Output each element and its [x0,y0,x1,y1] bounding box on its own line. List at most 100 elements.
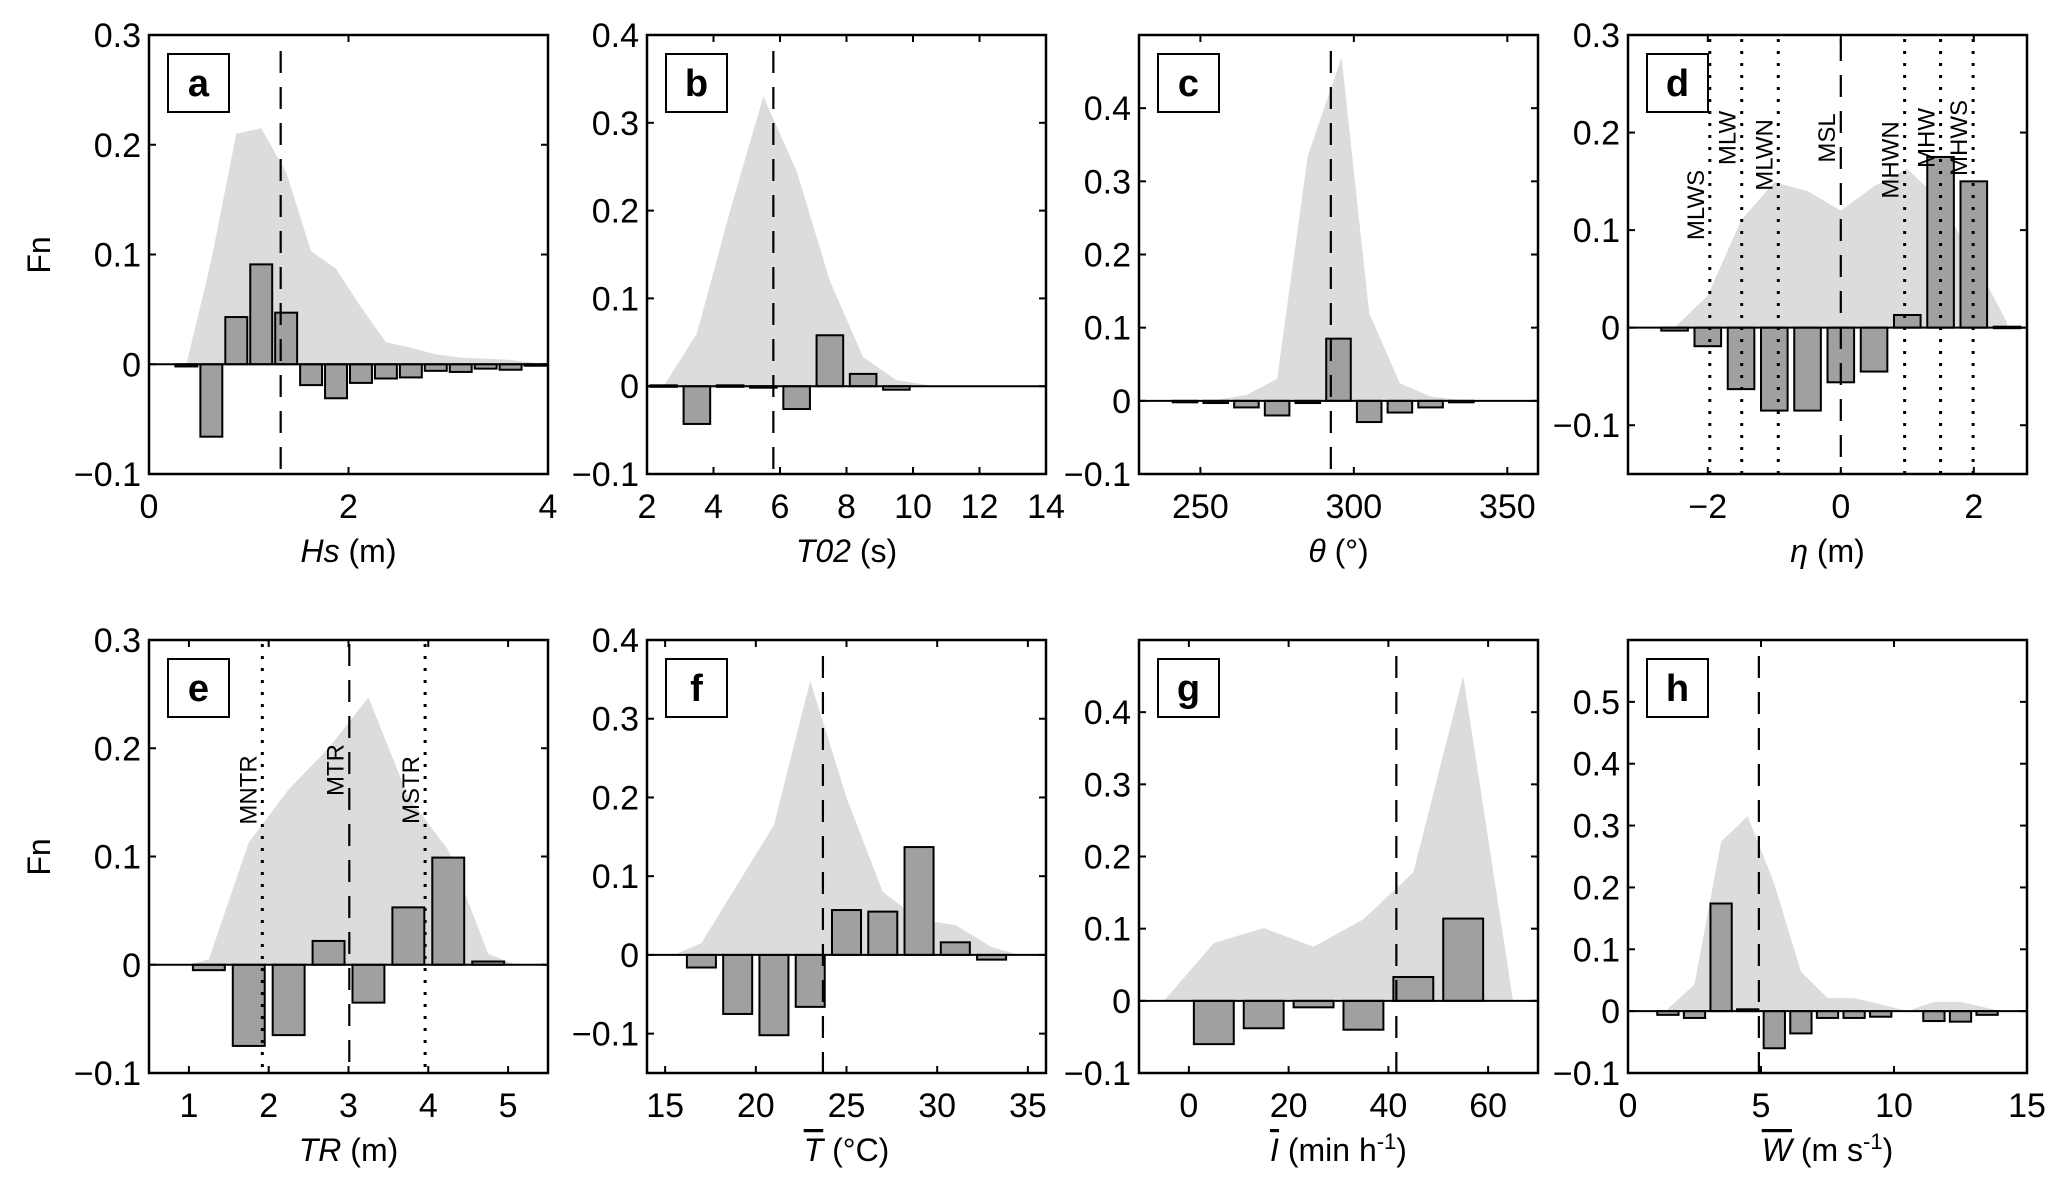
y-tick-label: −0.1 [74,456,141,494]
reference-line-label: MHWN [1878,121,1905,198]
y-tick-label: 0.3 [1573,17,1620,55]
x-axis-unit: (°C) [823,1132,889,1168]
x-tick-label: 60 [1469,1087,1507,1125]
x-tick-label: 10 [894,488,932,526]
x-tick-label: 4 [704,488,723,526]
x-axis-unit: (m) [340,533,397,569]
distribution-area [663,96,930,387]
bar [1842,1010,1866,1019]
y-tick-label: 0.2 [1573,115,1620,153]
x-axis-variable: I [1270,1132,1279,1168]
x-tick-label: 5 [499,1087,518,1125]
bar [1815,1010,1840,1019]
x-tick-label: 0 [1831,488,1850,526]
bar [448,363,473,373]
x-tick-label: 14 [1027,488,1065,526]
y-tick-label: 0.3 [1573,808,1620,846]
y-tick-label: 0.2 [1084,839,1131,877]
x-tick-label: 35 [1009,1087,1047,1125]
x-axis-unit-exponent: -1 [1863,1129,1883,1154]
y-tick-label: 0.1 [1573,931,1620,969]
panel-label: d [1666,63,1689,105]
x-tick-label: 12 [961,488,999,526]
y-tick-label: −0.1 [572,1016,639,1054]
bar [830,909,863,956]
panel-label-box [1157,53,1220,113]
bar [1859,326,1889,373]
x-axis-variable: T [804,1132,826,1168]
y-tick-label: 0.1 [94,839,141,877]
x-axis-unit-close: ) [1396,1132,1407,1168]
bar [1442,917,1485,1002]
bar [299,363,324,387]
y-tick-label: 0.4 [592,622,639,660]
x-axis-unit: (m) [1808,533,1865,569]
y-axis-label-top: Fn [21,236,57,273]
x-tick-label: 5 [1752,1087,1771,1125]
plot-area [647,656,1046,1073]
x-axis-unit: (s) [851,533,897,569]
x-tick-label: 2 [339,488,358,526]
x-axis-label: W (m s-1) [1762,1129,1894,1169]
y-tick-label: 0.1 [1084,310,1131,348]
distribution-area [186,128,536,365]
x-tick-label: 350 [1479,488,1536,526]
x-axis-unit-exponent: -1 [1377,1129,1397,1154]
y-tick-label: 0.2 [1573,869,1620,907]
x-tick-label: 300 [1325,488,1382,526]
y-tick-label: 0 [122,947,141,985]
y-tick-label: 0 [1601,310,1620,348]
bar [867,910,899,956]
bar [685,953,717,969]
y-tick-label: 0.1 [94,237,141,275]
x-tick-label: 3 [339,1087,358,1125]
panel-label-box [665,53,728,113]
panel-e: MNTR MTR MSTR 1 2 3 4 5 −0.1 0 0.1 0.2 0.3 e TR (m) [74,622,550,1168]
x-axis-variable: θ [1308,533,1326,569]
x-axis-label: T02 (s) [796,533,897,569]
x-axis-unit: (min h [1279,1132,1377,1168]
reference-line-label: MLWS [1683,170,1710,240]
distribution-area [1163,676,1514,1001]
plot-area [1628,656,2027,1073]
y-tick-label: 0.1 [592,858,639,896]
x-axis-label: I (min h-1) [1270,1129,1407,1169]
plot-area [149,51,548,474]
reference-line-label: MNTR [235,755,262,824]
bar [1709,902,1733,1013]
bar [1926,155,1955,329]
plot-area [1139,51,1538,474]
x-tick-label: 250 [1172,488,1229,526]
distribution-area [1185,57,1462,401]
x-axis-variable: W [1762,1132,1795,1168]
bar [274,311,299,366]
y-tick-label: 0.2 [1084,237,1131,275]
y-tick-label: 0.3 [94,17,141,55]
bar [682,385,712,425]
bar [1789,1010,1813,1035]
panel-label: b [685,63,708,105]
y-tick-label: 0.2 [94,127,141,165]
reference-line-label: MTR [322,744,349,796]
x-axis-label: Hs (m) [301,533,397,569]
x-axis-variable: η [1790,533,1808,569]
distribution-area [674,680,1019,955]
panel-label-box [167,658,230,718]
y-tick-label: 0.4 [592,17,639,55]
bar [348,363,373,384]
bar [1893,313,1922,329]
plot-area [1139,656,1538,1073]
x-tick-label: 10 [1875,1087,1913,1125]
plot-area [149,644,548,1073]
distribution-area [1674,168,2008,328]
bar [1355,399,1383,424]
x-tick-label: 0 [1179,1087,1198,1125]
bar [373,363,398,380]
bar [1263,399,1291,417]
y-tick-label: −0.1 [1064,1055,1131,1093]
bar [311,939,346,966]
x-tick-label: 6 [771,488,790,526]
reference-line-label: MHWS [1946,100,1973,176]
y-tick-label: 0 [620,368,639,406]
